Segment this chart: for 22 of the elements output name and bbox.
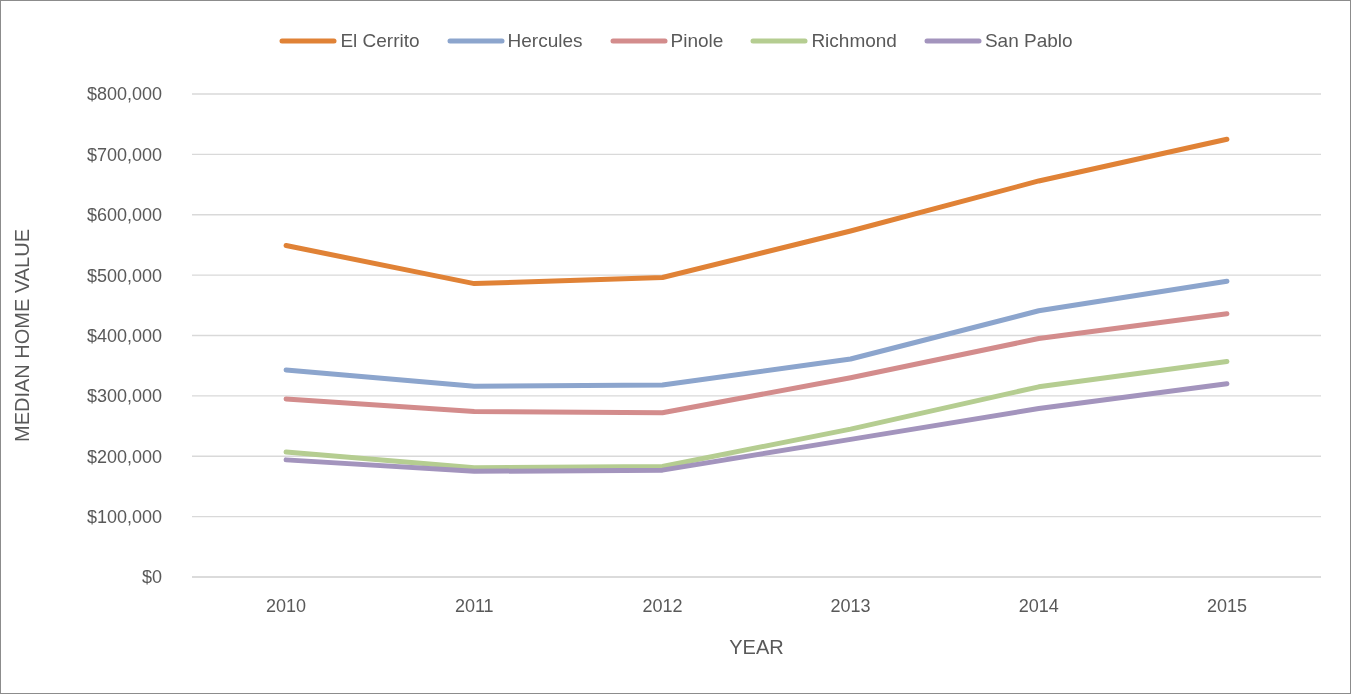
y-tick-label: $200,000	[86, 446, 162, 467]
legend-label: El Cerrito	[340, 30, 420, 52]
x-tick-label: 2013	[830, 595, 871, 616]
x-tick-label: 2012	[642, 595, 683, 616]
x-axis-title: YEAR	[729, 636, 784, 658]
y-tick-label: $0	[141, 567, 162, 588]
y-tick-label: $600,000	[86, 205, 162, 226]
x-tick-label: 2011	[454, 595, 494, 616]
y-tick-label: $400,000	[86, 325, 162, 346]
y-axis-title: MEDIAN HOME VALUE	[11, 229, 34, 442]
y-tick-label: $300,000	[86, 386, 162, 407]
y-tick-label: $100,000	[86, 507, 162, 528]
y-tick-label: $800,000	[86, 84, 162, 105]
x-tick-label: 2010	[266, 595, 307, 616]
y-tick-label: $500,000	[86, 265, 162, 286]
y-tick-label: $700,000	[86, 144, 162, 165]
legend-label: San Pablo	[984, 30, 1073, 52]
legend-label: Pinole	[670, 30, 724, 52]
legend-label: Hercules	[507, 30, 583, 52]
x-tick-label: 2015	[1206, 595, 1247, 616]
legend-label: Richmond	[811, 30, 897, 52]
x-tick-label: 2014	[1018, 595, 1059, 616]
